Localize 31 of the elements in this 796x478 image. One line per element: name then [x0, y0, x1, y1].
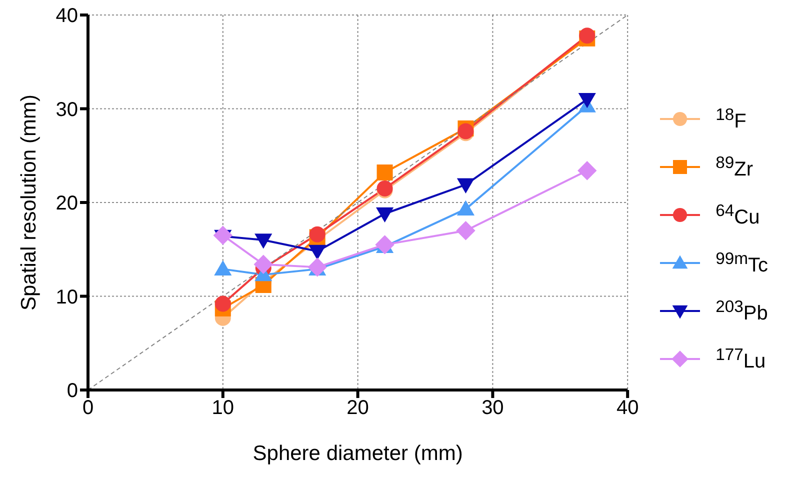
- point: [456, 221, 476, 240]
- x-tick-label: 30: [482, 397, 504, 420]
- x-tick-label: 20: [346, 397, 369, 420]
- point: [214, 296, 231, 312]
- y-tick-label: 10: [56, 286, 78, 308]
- point: [254, 254, 273, 274]
- point: [254, 234, 272, 249]
- legend-label: $^{64}$Cu: [716, 200, 760, 230]
- legend-label: $^{177}$Lu: [716, 344, 766, 374]
- x-tick-label: 10: [212, 397, 234, 420]
- point: [214, 260, 232, 276]
- point: [456, 200, 475, 216]
- point: [308, 244, 326, 260]
- point: [578, 92, 596, 108]
- legend-label: $^{89}$Zr: [716, 152, 754, 182]
- y-tick-label: 30: [56, 98, 78, 121]
- y-tick-label: 20: [56, 192, 78, 215]
- x-tick-label: 40: [616, 397, 639, 420]
- legend-label: $^{18}$F: [716, 104, 746, 134]
- x-axis-title: Sphere diameter (mm): [252, 442, 463, 465]
- legend-label: $^{203}$Pb: [716, 296, 768, 326]
- point: [309, 226, 326, 242]
- point: [456, 178, 475, 194]
- legend-label: $^{99m}$Tc: [716, 248, 768, 278]
- point: [578, 161, 597, 180]
- point: [376, 207, 394, 223]
- x-tick-label: 0: [82, 397, 94, 420]
- point: [376, 164, 393, 180]
- y-tick-label: 40: [56, 5, 78, 28]
- y-axis-title: Spatial resolution (mm): [17, 94, 40, 310]
- y-tick-label: 0: [66, 380, 78, 402]
